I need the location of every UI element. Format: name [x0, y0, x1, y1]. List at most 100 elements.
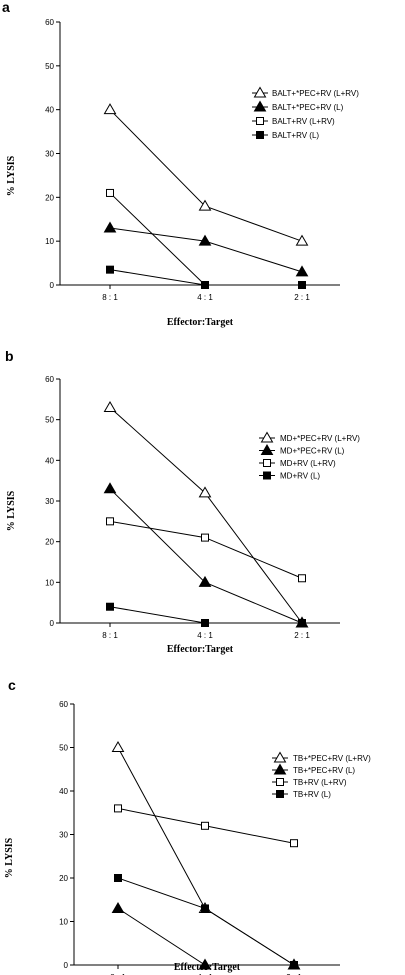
data-point-marker — [198, 199, 212, 211]
series-3 — [114, 874, 298, 969]
data-point-marker — [103, 482, 117, 494]
series-1 — [103, 221, 309, 277]
y-tick-label: 60 — [45, 18, 54, 27]
legend-label: BALT+RV (L+RV) — [272, 117, 335, 126]
data-point-marker — [198, 958, 212, 970]
data-point-marker — [201, 904, 209, 913]
legend-label: TB+RV (L) — [293, 790, 331, 799]
data-point-marker — [201, 821, 209, 830]
legend-label: MD+RV (L) — [280, 472, 320, 481]
y-tick-label: 20 — [45, 193, 54, 202]
data-point-marker — [103, 400, 117, 412]
legend-marker — [253, 86, 267, 98]
y-tick-label: 50 — [59, 744, 68, 753]
x-tick-label: 8 : 1 — [102, 631, 118, 640]
series-line — [117, 877, 295, 966]
data-point-marker — [295, 265, 309, 277]
legend-label: TB+RV (L+RV) — [293, 778, 347, 787]
data-point-marker — [114, 804, 122, 813]
series-0 — [111, 741, 301, 970]
legend-label: TB+*PEC+RV (L+RV) — [293, 754, 371, 763]
series-2 — [106, 517, 306, 583]
data-point-marker — [103, 103, 117, 115]
x-tick-label: 2 : 1 — [294, 293, 310, 302]
series-line — [117, 908, 294, 966]
series-line — [109, 520, 303, 579]
y-tick-label: 10 — [59, 918, 68, 927]
data-point-marker — [290, 839, 298, 848]
y-axis-label: % LYSIS — [6, 490, 17, 531]
data-point-marker — [111, 901, 125, 913]
x-tick-label: 8 : 1 — [102, 293, 118, 302]
y-tick-label: 40 — [45, 106, 54, 115]
y-tick-label: 0 — [50, 281, 55, 290]
y-tick-label: 30 — [45, 150, 54, 159]
data-point-marker — [298, 619, 306, 627]
data-point-marker — [106, 188, 114, 197]
legend-marker — [276, 778, 284, 786]
data-point-marker — [201, 619, 209, 627]
x-tick-label: 4 : 1 — [197, 293, 213, 302]
series-2 — [114, 804, 298, 848]
series-line — [109, 227, 303, 273]
series-1 — [103, 482, 309, 628]
y-tick-label: 10 — [45, 578, 54, 587]
data-point-marker — [298, 281, 306, 289]
data-point-marker — [106, 517, 114, 526]
series-0 — [103, 103, 309, 246]
legend-marker — [263, 471, 271, 480]
legend-marker — [260, 431, 274, 443]
chart-panel-c: c01020304050608 : 14 : 12 : 1Effector:Ta… — [4, 677, 371, 975]
y-tick-label: 60 — [59, 700, 68, 709]
y-tick-label: 40 — [45, 456, 54, 465]
data-point-marker — [106, 265, 114, 274]
legend: TB+*PEC+RV (L+RV) TB+*PEC+RV (L) TB+RV (L+… — [272, 751, 371, 799]
data-point-marker — [111, 741, 125, 752]
y-tick-label: 30 — [45, 497, 54, 506]
data-point-marker — [201, 281, 209, 289]
series-3 — [106, 265, 306, 289]
data-point-marker — [114, 874, 122, 882]
y-tick-label: 50 — [45, 416, 54, 425]
y-axis-label: % LYSIS — [6, 155, 17, 196]
data-point-marker — [201, 533, 209, 542]
data-point-marker — [290, 961, 298, 969]
series-0 — [103, 400, 309, 628]
legend-label: BALT+RV (L) — [272, 131, 319, 140]
panel-label: a — [2, 0, 10, 15]
data-point-marker — [298, 574, 306, 583]
panel-label: b — [5, 348, 14, 364]
legend: BALT+*PEC+RV (L+RV) BALT+*PEC+RV (L) BALT+… — [252, 86, 359, 140]
x-axis-label: Effector:Target — [167, 317, 234, 328]
y-tick-label: 30 — [59, 831, 68, 840]
y-tick-label: 0 — [50, 619, 55, 628]
data-point-marker — [198, 234, 212, 246]
series-line — [117, 747, 295, 966]
x-tick-label: 4 : 1 — [197, 631, 213, 640]
data-point-marker — [106, 602, 114, 611]
y-tick-label: 10 — [45, 237, 54, 246]
x-tick-label: 4 : 1 — [197, 973, 213, 975]
y-tick-label: 0 — [64, 961, 69, 970]
y-tick-label: 20 — [45, 538, 54, 547]
legend-label: TB+*PEC+RV (L) — [293, 766, 355, 775]
data-point-marker — [198, 486, 212, 498]
data-point-marker — [103, 221, 117, 233]
series-3 — [106, 602, 306, 627]
series-line — [109, 488, 303, 624]
series-line — [109, 407, 303, 624]
legend-marker — [276, 790, 284, 798]
y-tick-label: 20 — [59, 874, 68, 883]
legend: MD+*PEC+RV (L+RV) MD+*PEC+RV (L) MD+RV (L+… — [259, 431, 360, 481]
legend-marker — [256, 117, 264, 125]
legend-label: BALT+*PEC+RV (L) — [272, 103, 344, 112]
chart-panel-b: b 0 10 20 30 40 50 60 8 : 1 4 : 1 2 : 1 Effector:Ta… — [5, 348, 360, 655]
legend-marker — [256, 131, 264, 139]
legend-marker — [253, 100, 267, 112]
y-tick-label: 40 — [59, 787, 68, 796]
legend-marker — [263, 459, 271, 467]
legend-label: MD+*PEC+RV (L+RV) — [280, 434, 360, 443]
legend-marker — [273, 763, 287, 775]
x-axis-label: Effector:Target — [167, 644, 234, 655]
